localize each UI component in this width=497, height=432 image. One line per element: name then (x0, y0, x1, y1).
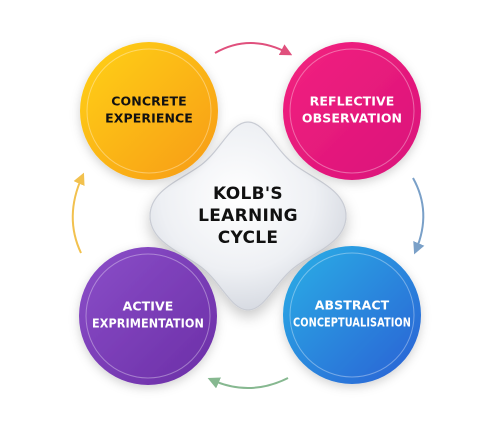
stage-reflective-observation-line2: OBSERVATION (302, 111, 402, 126)
center-title-line3: CYCLE (218, 228, 279, 248)
stage-active-experimentation-line2: EXPRIMENTATION (92, 316, 204, 331)
stage-abstract-conceptualisation (283, 246, 421, 384)
arrow-right (412, 177, 425, 255)
arrow-bottom (207, 377, 289, 389)
center-shape (149, 121, 347, 311)
arrow-top (214, 42, 293, 56)
stage-active-experimentation (79, 247, 217, 385)
stage-concrete-experience-line1: CONCRETE (111, 94, 186, 109)
stage-reflective-observation (283, 42, 421, 180)
stage-concrete-experience (80, 42, 218, 180)
stage-concrete-experience-line2: EXPERIENCE (105, 111, 193, 126)
stage-abstract-conceptualisation-line1: ABSTRACT (315, 298, 390, 313)
stage-active-experimentation-line1: ACTIVE (123, 299, 174, 314)
center-title-line1: KOLB'S (213, 184, 283, 204)
center-title-line2: LEARNING (198, 206, 298, 226)
stage-abstract-conceptualisation-line2: CONCEPTUALISATION (293, 315, 411, 330)
stage-reflective-observation-line1: REFLECTIVE (310, 94, 395, 109)
arrow-left (71, 172, 85, 254)
